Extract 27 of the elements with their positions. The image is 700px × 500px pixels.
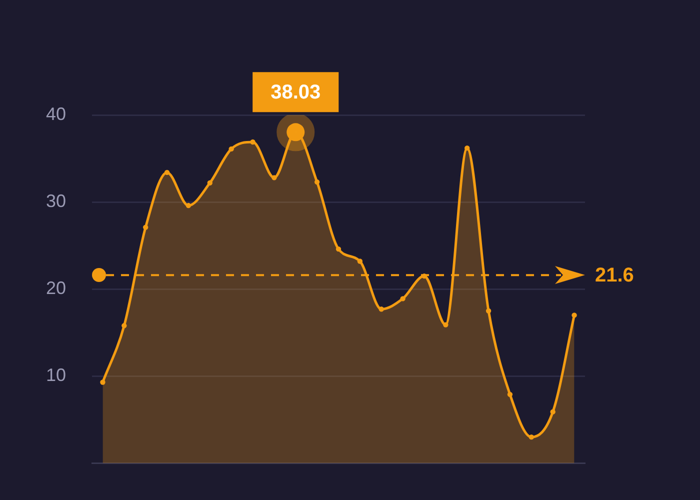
point [507, 392, 513, 398]
point [486, 308, 492, 314]
point [122, 323, 127, 328]
point [314, 179, 320, 185]
point [272, 175, 277, 180]
point [443, 322, 448, 328]
point [572, 312, 577, 318]
ref-line-label: 21.6 [595, 264, 634, 287]
y-tick-label: 10 [46, 365, 66, 386]
point [100, 380, 106, 385]
y-tick-label: 30 [46, 191, 66, 212]
data-label: 38.03 [270, 82, 321, 104]
y-tick-label: 20 [46, 278, 66, 298]
point [250, 139, 256, 145]
point [336, 246, 342, 252]
point [357, 258, 363, 264]
point [207, 180, 212, 186]
point [528, 434, 534, 440]
point [464, 145, 470, 151]
point [142, 224, 148, 230]
point [550, 409, 556, 414]
point [378, 306, 384, 312]
point [164, 170, 170, 176]
point [186, 202, 192, 208]
y-tick-label: 40 [46, 104, 66, 124]
point [228, 146, 234, 152]
point [400, 296, 406, 302]
